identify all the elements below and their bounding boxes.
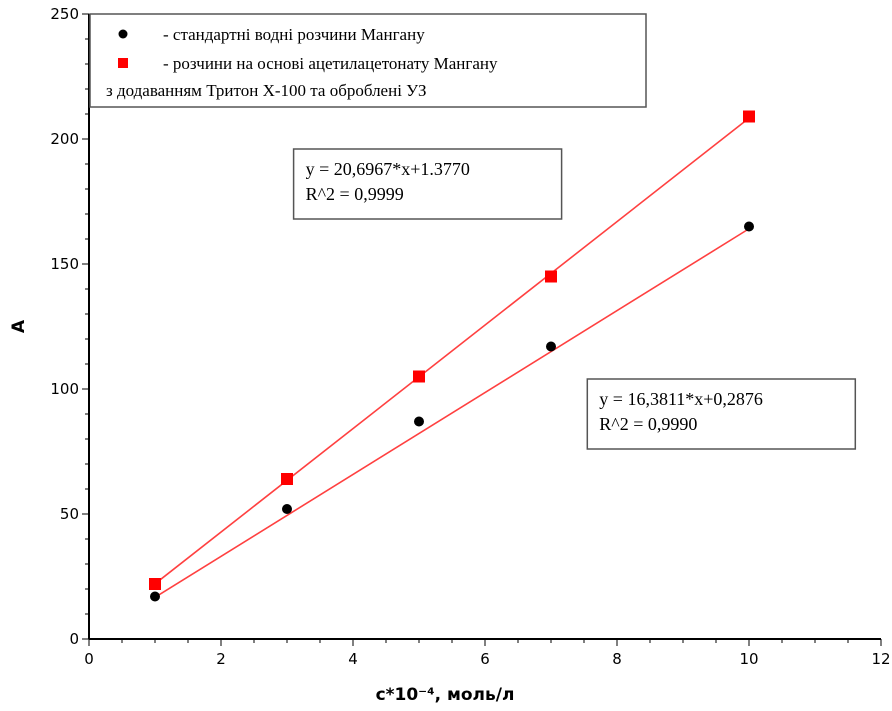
x-tick-label: 2 bbox=[216, 650, 226, 668]
legend-marker-circle bbox=[118, 29, 128, 39]
x-tick-label: 12 bbox=[871, 650, 890, 668]
data-points bbox=[149, 110, 755, 602]
fit-line-series-2 bbox=[154, 117, 750, 585]
equation-box-1 bbox=[292, 148, 563, 220]
legend-box bbox=[89, 13, 647, 108]
x-tick-label: 8 bbox=[612, 650, 622, 668]
x-tick-label: 6 bbox=[480, 650, 490, 668]
x-tick-label: 4 bbox=[348, 650, 358, 668]
y-tick-label: 250 bbox=[50, 5, 79, 23]
data-point-circle bbox=[744, 221, 754, 232]
legend-extra-line: з додаванням Тритон Х-100 та оброблені У… bbox=[106, 81, 427, 100]
equation-line: R^2 = 0,9999 bbox=[306, 184, 404, 204]
fit-lines bbox=[154, 117, 750, 599]
equation-line: y = 20,6967*x+1.3770 bbox=[306, 159, 470, 179]
y-tick-label: 200 bbox=[50, 130, 79, 148]
y-tick-label: 0 bbox=[69, 630, 79, 648]
y-axis-title: A bbox=[9, 319, 29, 333]
fit-line-series-1 bbox=[154, 228, 750, 599]
legend-entry-2: - розчини на основі ацетилацетонату Манг… bbox=[163, 54, 498, 73]
y-tick-label: 50 bbox=[60, 505, 79, 523]
data-point-square bbox=[545, 270, 557, 283]
legend-entry-1: - стандартні водні розчини Мангану bbox=[163, 25, 425, 44]
axes: 0 2 4 6 8 10 12 0 50 100 150 200 250 c*10⁻⁴, моль/л A bbox=[9, 5, 891, 705]
equation-box-2 bbox=[586, 378, 857, 450]
y-tick-label: 150 bbox=[50, 255, 79, 273]
data-point-circle bbox=[546, 341, 556, 352]
equation-line: R^2 = 0,9990 bbox=[599, 414, 697, 434]
x-tick-label: 10 bbox=[739, 650, 758, 668]
equation-annotations: y = 20,6967*x+1.3770 R^2 = 0,9999 y = 16,3… bbox=[292, 148, 857, 450]
x-axis-title: c*10⁻⁴, моль/л bbox=[376, 685, 515, 705]
data-point-circle bbox=[282, 504, 292, 514]
data-point-square bbox=[743, 110, 755, 123]
data-point-square bbox=[413, 370, 425, 383]
data-point-circle bbox=[150, 591, 160, 602]
x-tick-label: 0 bbox=[84, 650, 94, 668]
data-point-square bbox=[149, 578, 161, 590]
data-point-circle bbox=[414, 416, 424, 427]
legend-marker-square bbox=[118, 58, 128, 68]
equation-line: y = 16,3811*x+0,2876 bbox=[599, 389, 763, 409]
data-point-square bbox=[281, 473, 293, 485]
y-tick-label: 100 bbox=[50, 380, 79, 398]
legend: - стандартні водні розчини Мангану - розч… bbox=[89, 13, 647, 108]
